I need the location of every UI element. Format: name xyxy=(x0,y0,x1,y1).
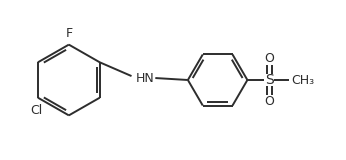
Text: O: O xyxy=(264,52,274,65)
Text: O: O xyxy=(264,95,274,108)
Text: S: S xyxy=(265,73,274,87)
Text: CH₃: CH₃ xyxy=(291,73,314,87)
Text: F: F xyxy=(65,27,72,40)
Text: Cl: Cl xyxy=(30,104,42,117)
Text: HN: HN xyxy=(136,72,154,84)
